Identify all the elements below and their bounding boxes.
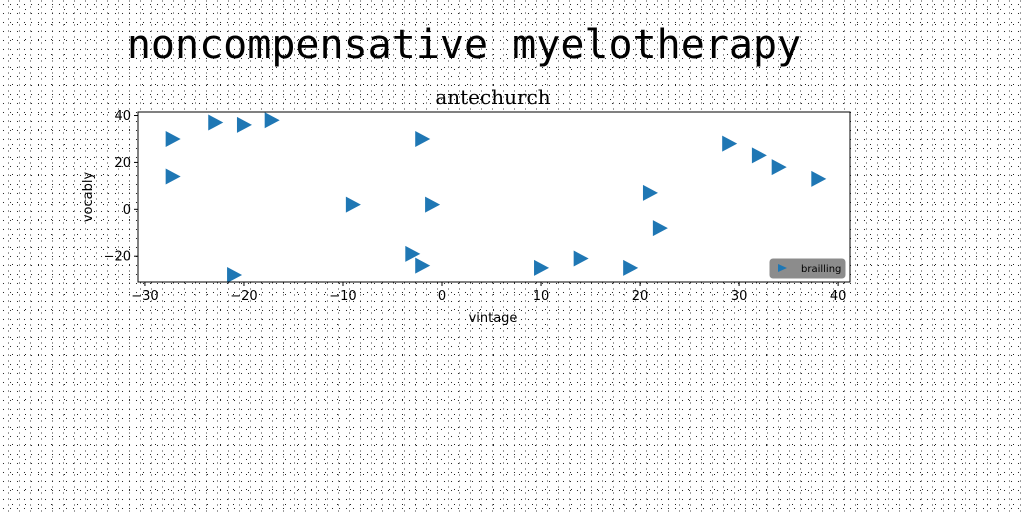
plot-frame (137, 111, 851, 283)
x-tick-label: 30 (731, 289, 748, 304)
data-point (415, 130, 431, 147)
data-point (165, 130, 181, 147)
x-tick-label: 20 (632, 289, 649, 304)
legend-marker (778, 264, 787, 272)
data-point (652, 220, 668, 237)
data-point (722, 135, 738, 152)
data-point (405, 245, 421, 262)
x-tick-label: 0 (438, 289, 446, 304)
legend-label: brailling (801, 264, 841, 275)
data-point (623, 259, 639, 276)
data-point (573, 250, 589, 267)
y-tick-label: 40 (114, 109, 131, 124)
data-point (264, 112, 280, 129)
x-tick-label: −30 (131, 289, 158, 304)
data-points (165, 112, 827, 283)
legend-box (769, 258, 846, 279)
y-axis-ticks: −20 0 20 40 (104, 109, 138, 265)
y-axis-label: vocably (81, 172, 96, 223)
data-point (811, 170, 827, 187)
data-point (236, 116, 252, 133)
data-point (208, 114, 224, 131)
x-tick-label: −10 (329, 289, 356, 304)
x-tick-label: 40 (830, 289, 847, 304)
y-tick-label: 20 (114, 156, 131, 171)
data-point (642, 184, 658, 201)
data-point (345, 196, 361, 213)
x-tick-label: 10 (533, 289, 550, 304)
data-point (534, 259, 550, 276)
data-point (771, 159, 787, 176)
plot-area (138, 112, 850, 282)
y-tick-label: 0 (123, 203, 131, 218)
data-point (165, 168, 181, 185)
data-point (751, 147, 767, 164)
y-tick-label: −20 (104, 250, 131, 265)
figure-title: noncompensative myelotherapy (127, 22, 801, 68)
x-axis-label: vintage (469, 311, 518, 326)
chart-title: antechurch (435, 85, 550, 109)
data-point (227, 266, 243, 283)
data-point (425, 196, 441, 213)
x-tick-label: −20 (230, 289, 257, 304)
x-axis-ticks: −30 −20 −10 0 10 20 30 40 (131, 282, 846, 304)
data-point (415, 257, 431, 274)
legend: brailling (769, 258, 846, 279)
